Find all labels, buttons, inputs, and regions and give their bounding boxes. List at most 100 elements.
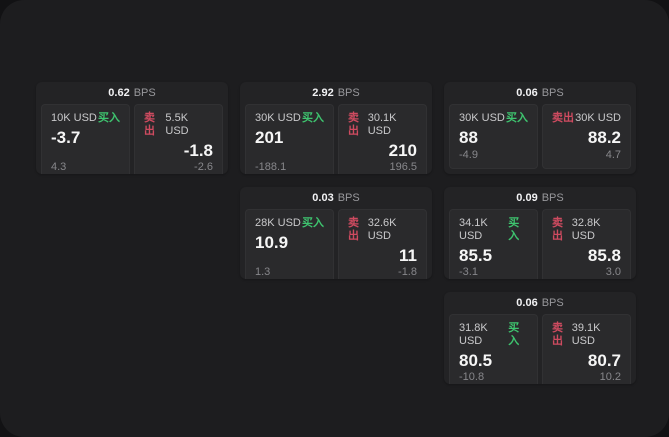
- buy-sub-value: -10.8: [459, 371, 485, 383]
- sell-tile-header: 卖出 32.6K USD: [348, 217, 417, 243]
- quote-card: 2.92 BPS 30K USD 买入 201 -188.1 卖出 30.1K …: [240, 82, 432, 174]
- sell-tile[interactable]: 卖出 30.1K USD 210 196.5: [338, 104, 427, 174]
- buy-side-label: 买入: [98, 112, 120, 124]
- bps-unit-label: BPS: [541, 87, 564, 99]
- buy-side-label: 买入: [508, 217, 520, 242]
- card-header: 0.06 BPS: [444, 82, 636, 104]
- sell-price: 80.7: [587, 351, 621, 370]
- quote-card: 0.62 BPS 10K USD 买入 -3.7 4.3 卖出 5.5K USD…: [36, 82, 228, 174]
- sell-sub-value: -1.8: [398, 266, 417, 278]
- card-header: 0.62 BPS: [36, 82, 228, 104]
- bps-value: 0.06: [516, 297, 538, 309]
- buy-amount: 34.1K USD: [459, 217, 488, 242]
- card-header: 0.06 BPS: [444, 292, 636, 314]
- sell-tile-header: 卖出 30K USD: [552, 112, 621, 125]
- buy-tile-header: 28K USD 买入: [255, 217, 324, 230]
- sell-tile[interactable]: 卖出 32.8K USD 85.8 3.0: [542, 209, 631, 279]
- buy-sub-value: -4.9: [459, 149, 478, 161]
- sell-price: 88.2: [587, 128, 621, 147]
- sell-tile-header: 卖出 5.5K USD: [144, 112, 213, 138]
- buy-amount: 28K USD: [255, 217, 301, 229]
- buy-sub-value: -3.1: [459, 266, 478, 278]
- bps-value: 2.92: [312, 87, 334, 99]
- sell-amount: 32.6K USD: [367, 217, 397, 242]
- buy-sub-value: 1.3: [255, 266, 271, 278]
- buy-tile-header: 30K USD 买入: [459, 112, 528, 125]
- quote-card: 0.09 BPS 34.1K USD 买入 85.5 -3.1 卖出 32.8K…: [444, 187, 636, 279]
- sell-sub-value: -2.6: [194, 161, 213, 173]
- buy-tile[interactable]: 31.8K USD 买入 80.5 -10.8: [449, 314, 538, 384]
- buy-tile[interactable]: 10K USD 买入 -3.7 4.3: [41, 104, 130, 174]
- quote-card: 0.06 BPS 30K USD 买入 88 -4.9 卖出 30K USD 8…: [444, 82, 636, 174]
- sell-tile-header: 卖出 32.8K USD: [552, 217, 621, 243]
- sell-amount: 32.8K USD: [571, 217, 601, 242]
- buy-tile-header: 10K USD 买入: [51, 112, 120, 125]
- buy-price: 10.9: [255, 233, 289, 252]
- tile-row: 31.8K USD 买入 80.5 -10.8 卖出 39.1K USD 80.…: [444, 314, 636, 384]
- sell-sub-value: 196.5: [389, 161, 417, 173]
- buy-tile-header: 30K USD 买入: [255, 112, 324, 125]
- buy-price: 85.5: [459, 246, 493, 265]
- buy-side-label: 买入: [302, 217, 324, 229]
- buy-tile-header: 31.8K USD 买入: [459, 322, 528, 348]
- bps-value: 0.09: [516, 192, 538, 204]
- bps-unit-label: BPS: [541, 192, 564, 204]
- bps-value: 0.03: [312, 192, 334, 204]
- bps-unit-label: BPS: [337, 87, 360, 99]
- sell-side-label: 卖出: [348, 217, 359, 242]
- sell-price: 85.8: [587, 246, 621, 265]
- sell-price: 11: [399, 246, 417, 265]
- sell-amount: 5.5K USD: [165, 112, 189, 137]
- sell-amount: 30K USD: [575, 112, 621, 124]
- card-header: 0.09 BPS: [444, 187, 636, 209]
- sell-tile[interactable]: 卖出 39.1K USD 80.7 10.2: [542, 314, 631, 384]
- buy-price: 88: [459, 128, 478, 147]
- buy-sub-value: -188.1: [255, 161, 287, 173]
- sell-price: 210: [388, 141, 417, 160]
- buy-sub-value: 4.3: [51, 161, 67, 173]
- buy-price: 201: [255, 128, 284, 147]
- quote-card: 0.03 BPS 28K USD 买入 10.9 1.3 卖出 32.6K US…: [240, 187, 432, 279]
- buy-amount: 30K USD: [255, 112, 301, 124]
- tile-row: 30K USD 买入 201 -188.1 卖出 30.1K USD 210 1…: [240, 104, 432, 174]
- sell-tile[interactable]: 卖出 30K USD 88.2 4.7: [542, 104, 631, 169]
- card-header: 2.92 BPS: [240, 82, 432, 104]
- sell-side-label: 卖出: [552, 322, 563, 347]
- buy-side-label: 买入: [506, 112, 528, 124]
- buy-tile-header: 34.1K USD 买入: [459, 217, 528, 243]
- sell-tile[interactable]: 卖出 32.6K USD 11 -1.8: [338, 209, 427, 279]
- bps-unit-label: BPS: [541, 297, 564, 309]
- card-header: 0.03 BPS: [240, 187, 432, 209]
- buy-tile[interactable]: 30K USD 买入 201 -188.1: [245, 104, 334, 174]
- buy-price: -3.7: [51, 128, 81, 147]
- sell-side-label: 卖出: [348, 112, 359, 137]
- tile-row: 28K USD 买入 10.9 1.3 卖出 32.6K USD 11 -1.8: [240, 209, 432, 279]
- sell-amount: 30.1K USD: [367, 112, 397, 137]
- buy-tile[interactable]: 30K USD 买入 88 -4.9: [449, 104, 538, 169]
- bps-unit-label: BPS: [133, 87, 156, 99]
- bps-value: 0.62: [108, 87, 130, 99]
- sell-tile-header: 卖出 39.1K USD: [552, 322, 621, 348]
- sell-sub-value: 4.7: [605, 149, 621, 161]
- buy-price: 80.5: [459, 351, 493, 370]
- tile-row: 34.1K USD 买入 85.5 -3.1 卖出 32.8K USD 85.8…: [444, 209, 636, 279]
- buy-side-label: 买入: [302, 112, 324, 124]
- bps-value: 0.06: [516, 87, 538, 99]
- sell-tile[interactable]: 卖出 5.5K USD -1.8 -2.6: [134, 104, 223, 174]
- buy-amount: 31.8K USD: [459, 322, 488, 347]
- quote-card: 0.06 BPS 31.8K USD 买入 80.5 -10.8 卖出 39.1…: [444, 292, 636, 384]
- sell-side-label: 卖出: [144, 112, 155, 137]
- bps-unit-label: BPS: [337, 192, 360, 204]
- sell-price: -1.8: [183, 141, 213, 160]
- buy-amount: 30K USD: [459, 112, 505, 124]
- buy-tile[interactable]: 34.1K USD 买入 85.5 -3.1: [449, 209, 538, 279]
- sell-side-label: 卖出: [552, 112, 574, 124]
- sell-sub-value: 10.2: [599, 371, 621, 383]
- sell-side-label: 卖出: [552, 217, 563, 242]
- buy-tile[interactable]: 28K USD 买入 10.9 1.3: [245, 209, 334, 279]
- buy-amount: 10K USD: [51, 112, 97, 124]
- sell-tile-header: 卖出 30.1K USD: [348, 112, 417, 138]
- quote-card-grid: 0.62 BPS 10K USD 买入 -3.7 4.3 卖出 5.5K USD…: [36, 82, 636, 384]
- sell-sub-value: 3.0: [605, 266, 621, 278]
